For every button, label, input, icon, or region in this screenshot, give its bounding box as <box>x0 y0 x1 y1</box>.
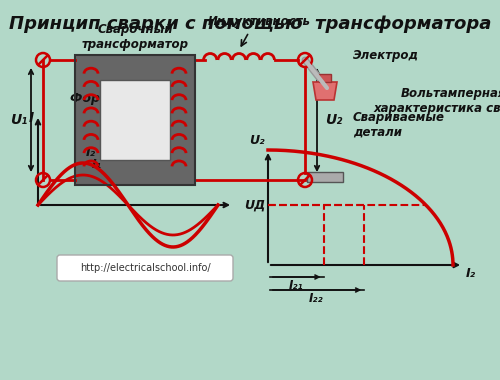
Text: U₁: U₁ <box>10 113 28 127</box>
Text: http://electricalschool.info/: http://electricalschool.info/ <box>80 263 210 273</box>
Text: I₂₁: I₂₁ <box>288 279 303 292</box>
Text: Принцип сварки с помощью  трансформатора: Принцип сварки с помощью трансформатора <box>9 15 491 33</box>
Bar <box>319 74 331 82</box>
Text: I₂: I₂ <box>466 267 476 280</box>
Text: U₂: U₂ <box>250 134 265 147</box>
Text: UД: UД <box>244 199 265 212</box>
Text: Электрод: Электрод <box>353 49 419 62</box>
Text: I₁: I₁ <box>92 158 102 171</box>
Text: I₂₂: I₂₂ <box>309 292 324 305</box>
Bar <box>100 80 170 160</box>
Bar <box>307 172 343 182</box>
Text: I: I <box>29 111 34 125</box>
Text: Вольтамперная
характеристика сварки: Вольтамперная характеристика сварки <box>373 87 500 115</box>
Text: Формы токов: Формы токов <box>70 92 166 105</box>
Polygon shape <box>313 82 337 100</box>
Bar <box>75 55 195 185</box>
Text: Свариваемые
детали: Свариваемые детали <box>353 111 445 139</box>
Text: I₂: I₂ <box>86 146 96 159</box>
Bar <box>75 55 195 185</box>
Text: Сварочный
трансформатор: Сварочный трансформатор <box>82 23 188 51</box>
Text: U₂: U₂ <box>325 113 342 127</box>
FancyBboxPatch shape <box>57 255 233 281</box>
Text: Индуктивность: Индуктивность <box>208 15 310 28</box>
